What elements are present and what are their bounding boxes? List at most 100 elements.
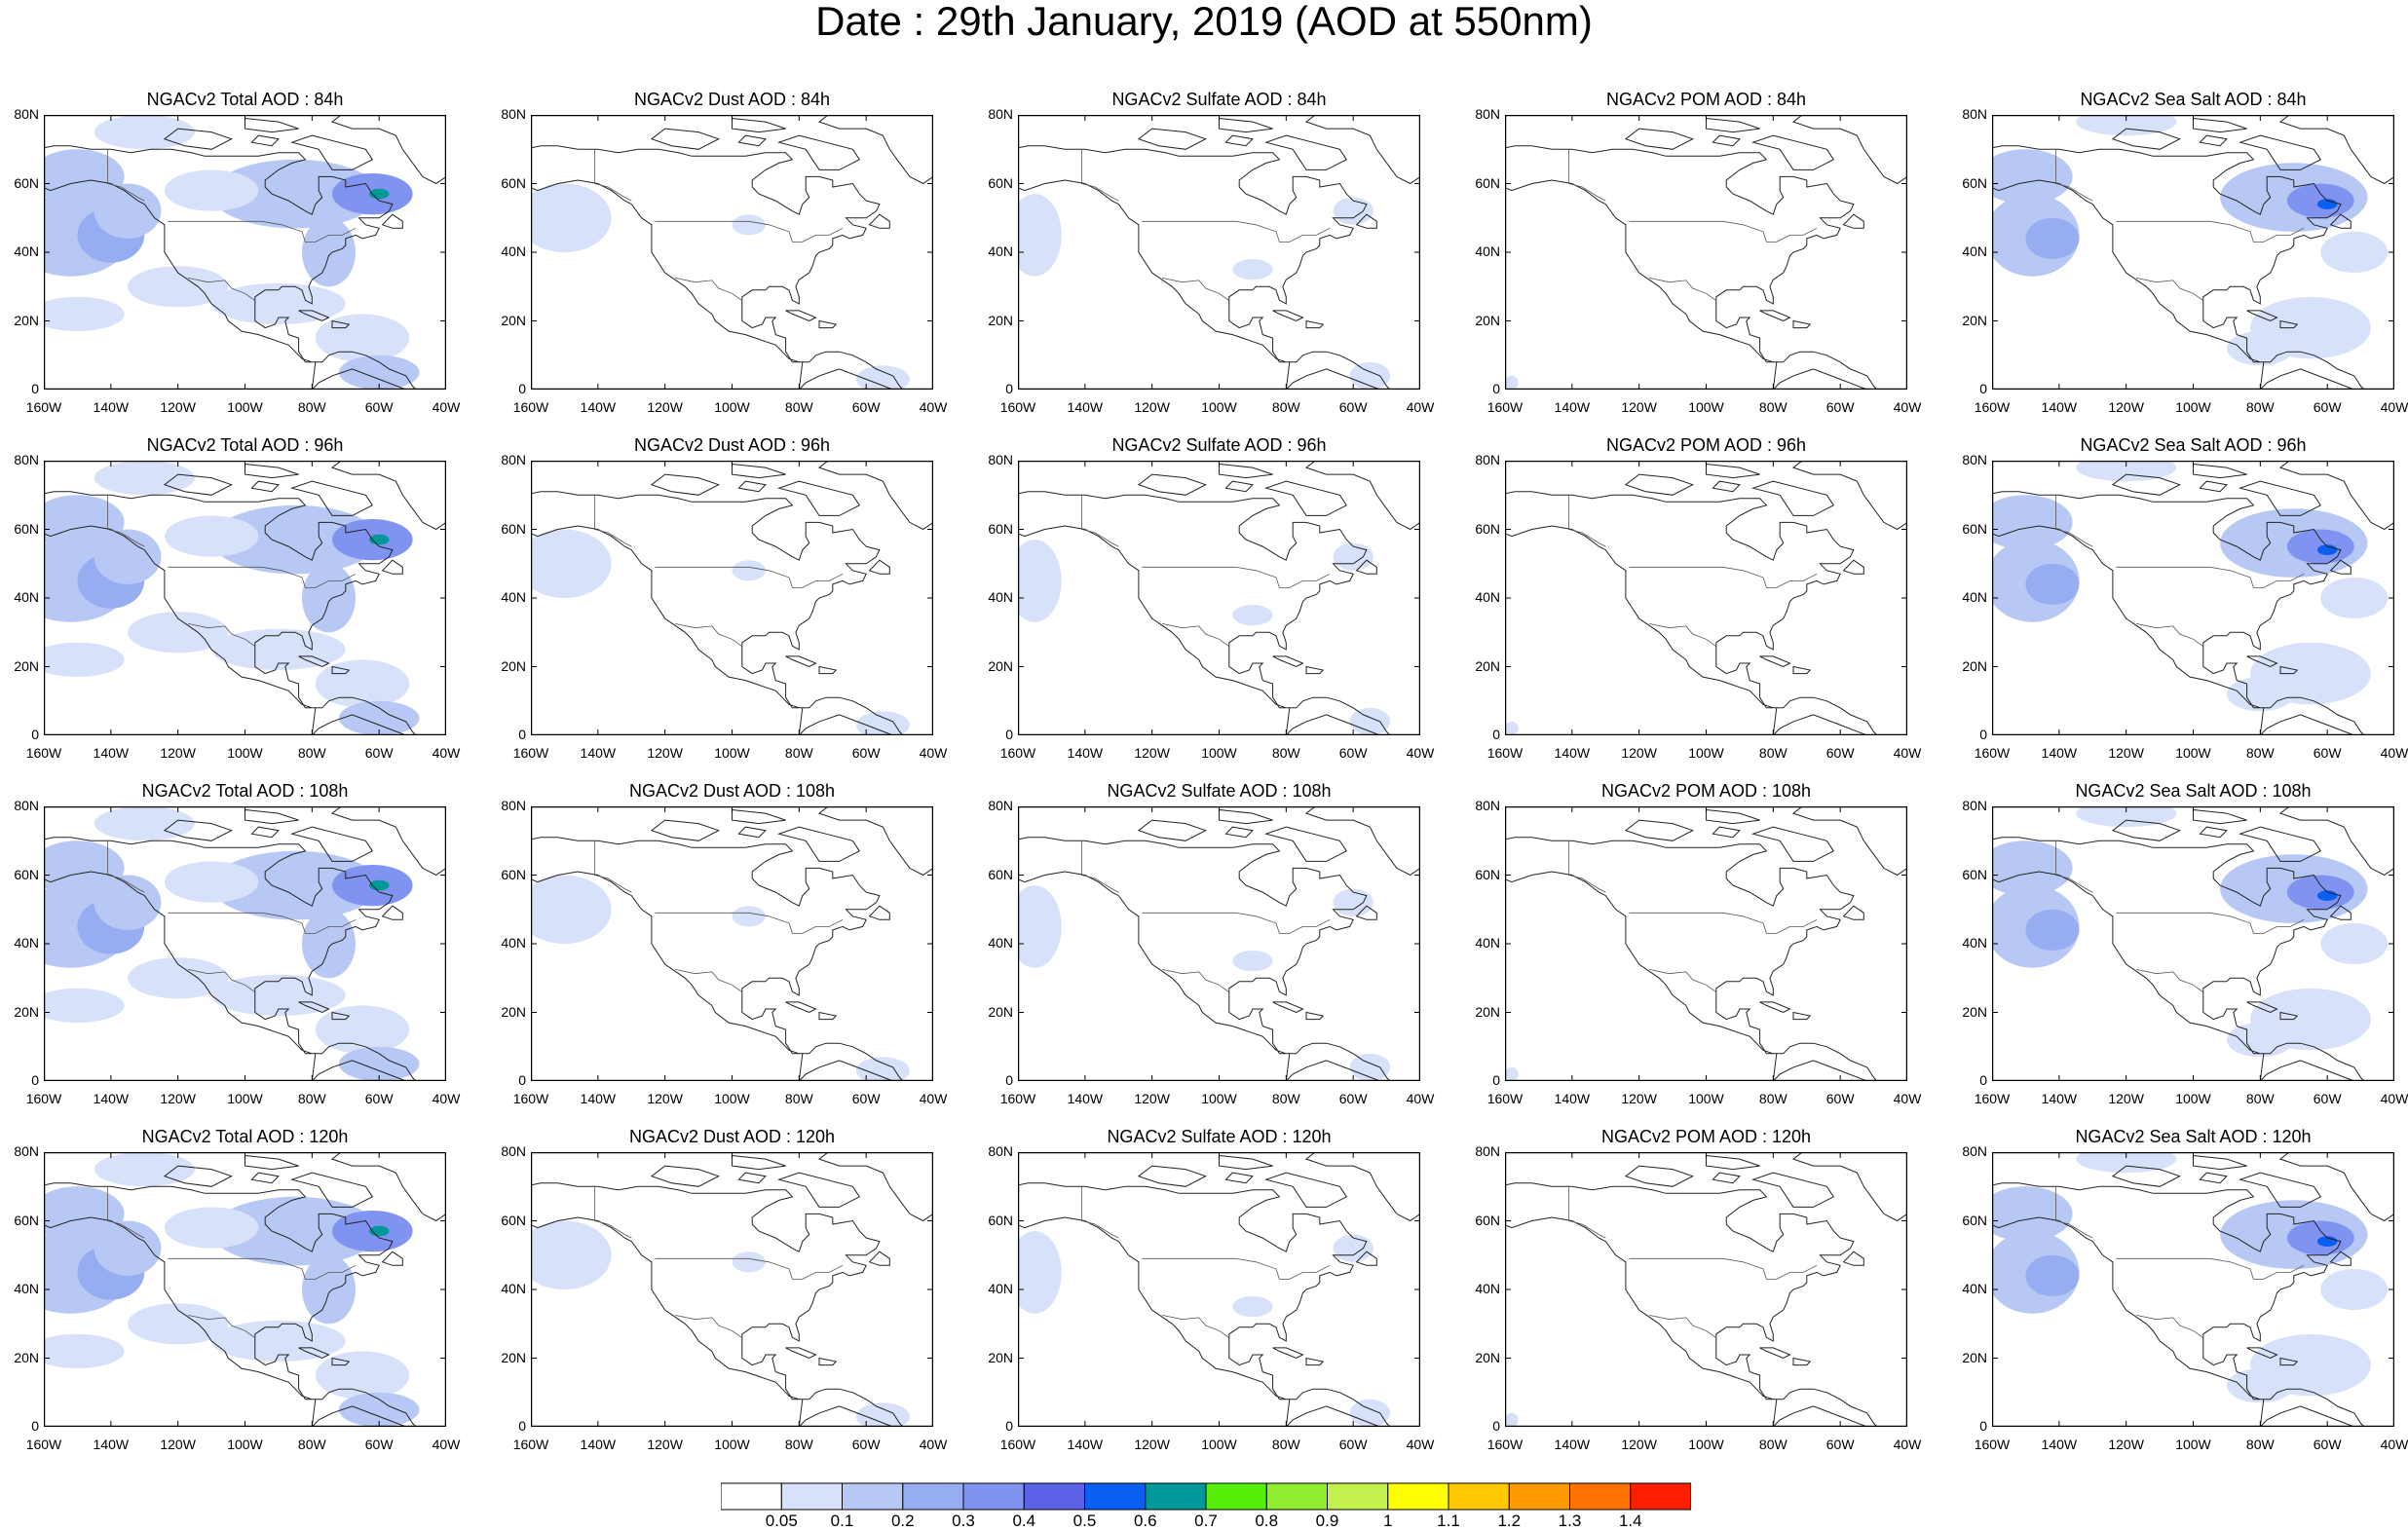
lon-tick-label: 80W — [1758, 399, 1787, 415]
panel-title: NGACv2 Sea Salt AOD : 120h — [2075, 1127, 2312, 1146]
island-coastline — [650, 1165, 720, 1187]
panel-title: NGACv2 Dust AOD : 120h — [628, 1127, 836, 1146]
coastline — [1505, 837, 1907, 1081]
lat-tick-label: 20N — [1962, 1003, 1987, 1020]
country-border — [1568, 840, 1606, 893]
island-coastline — [1272, 1001, 1304, 1014]
greenland-coastline — [817, 115, 933, 185]
island-coastline — [1355, 1251, 1377, 1266]
country-border — [168, 1257, 357, 1280]
island-coastline — [2279, 1011, 2299, 1021]
lon-tick-label: 60W — [1825, 1091, 1855, 1106]
island-coastline — [1842, 213, 1864, 229]
aod-region — [338, 700, 420, 735]
greenland-coastline — [1304, 1152, 1420, 1222]
panel-title: NGACv2 Sulfate AOD : 84h — [1111, 90, 1327, 109]
aod-field — [44, 806, 420, 1081]
island-coastline — [298, 1001, 330, 1014]
coastline — [1992, 837, 2394, 1081]
lat-tick-label: 0 — [1492, 381, 1500, 396]
lat-tick-label: 80N — [501, 798, 526, 813]
island-coastline — [163, 473, 233, 496]
lat-tick-label: 20N — [501, 657, 526, 674]
aod-region — [211, 1196, 380, 1266]
lon-tick-label: 60W — [2313, 399, 2342, 415]
colorbar-label: 0.8 — [1255, 1512, 1279, 1530]
island-coastline — [381, 1251, 403, 1266]
aod-region — [1018, 885, 1062, 968]
island-coastline — [331, 1011, 351, 1021]
lon-tick-label: 80W — [1271, 399, 1300, 415]
lon-tick-label: 160W — [1974, 1091, 2011, 1106]
lat-tick-label: 80N — [14, 1143, 39, 1159]
lat-tick-label: 0 — [1979, 727, 1987, 742]
lat-tick-label: 60N — [1962, 866, 1987, 882]
colorbar-swatch — [962, 1482, 1025, 1511]
lat-tick-label: 40N — [1475, 935, 1500, 951]
colorbar-swatch — [721, 1482, 782, 1511]
lon-tick-label: 40W — [432, 399, 461, 415]
country-border — [674, 623, 743, 648]
lon-tick-label: 140W — [1554, 1437, 1591, 1452]
map-panel-total-108h — [44, 806, 446, 1081]
island-coastline — [732, 463, 786, 479]
aod-field — [1018, 194, 1391, 390]
lon-tick-label: 160W — [1486, 1437, 1524, 1452]
island-coastline — [1305, 665, 1325, 675]
colorbar-swatch — [1023, 1482, 1086, 1511]
island-coastline — [1137, 819, 1207, 841]
greenland-coastline — [330, 1152, 446, 1222]
island-coastline — [289, 134, 374, 170]
colorbar-label: 0.05 — [765, 1512, 798, 1530]
panel-title: NGACv2 Total AOD : 108h — [141, 781, 349, 801]
country-border — [168, 220, 357, 243]
lon-tick-label: 60W — [1825, 745, 1855, 761]
aod-region — [128, 612, 229, 653]
island-coastline — [2193, 117, 2247, 133]
lon-tick-label: 100W — [1201, 1437, 1237, 1452]
aod-region — [2226, 1368, 2294, 1403]
lon-tick-label: 140W — [2041, 1091, 2078, 1106]
country-border — [2055, 1186, 2093, 1239]
island-coastline — [1759, 1347, 1791, 1360]
aod-region — [531, 1220, 612, 1290]
lat-tick-label: 20N — [14, 1349, 39, 1365]
lat-tick-label: 80N — [14, 798, 39, 813]
lat-tick-label: 80N — [501, 452, 526, 467]
aod-field — [44, 115, 420, 390]
lat-tick-label: 0 — [1005, 1072, 1013, 1088]
aod-field — [531, 183, 910, 390]
aod-region — [44, 642, 125, 677]
country-border — [1629, 1257, 1818, 1280]
colorbar-label: 1.4 — [1618, 1512, 1642, 1530]
lon-tick-label: 140W — [2041, 745, 2078, 761]
lat-tick-label: 0 — [1492, 727, 1500, 742]
coastline — [531, 837, 933, 1081]
island-coastline — [1792, 1011, 1812, 1021]
colorbar-swatch — [1508, 1482, 1571, 1511]
panel-title: NGACv2 Total AOD : 84h — [146, 90, 344, 109]
greenland-coastline — [2278, 806, 2394, 877]
coastline — [1018, 145, 1420, 390]
lon-tick-label: 120W — [160, 399, 196, 415]
map-panel-seasalt-108h — [1992, 806, 2394, 1081]
country-border — [655, 566, 844, 588]
lon-tick-label: 60W — [1338, 1091, 1368, 1106]
island-coastline — [289, 480, 374, 516]
colorbar-label: 1.2 — [1497, 1512, 1522, 1530]
aod-region — [1018, 540, 1062, 622]
country-border — [107, 149, 145, 202]
map-panel-dust-96h — [531, 461, 933, 735]
lon-tick-label: 40W — [919, 1437, 948, 1452]
country-border — [2055, 495, 2093, 547]
panel-title: NGACv2 Sea Salt AOD : 96h — [2080, 435, 2307, 455]
country-border — [187, 969, 256, 993]
colorbar-swatch — [1265, 1482, 1329, 1511]
island-coastline — [1305, 1357, 1325, 1366]
island-coastline — [1355, 905, 1377, 920]
aod-field — [531, 875, 910, 1081]
lon-tick-label: 140W — [1067, 1091, 1104, 1106]
island-coastline — [2111, 819, 2181, 841]
lat-tick-label: 20N — [501, 1003, 526, 1020]
island-coastline — [2199, 826, 2228, 839]
